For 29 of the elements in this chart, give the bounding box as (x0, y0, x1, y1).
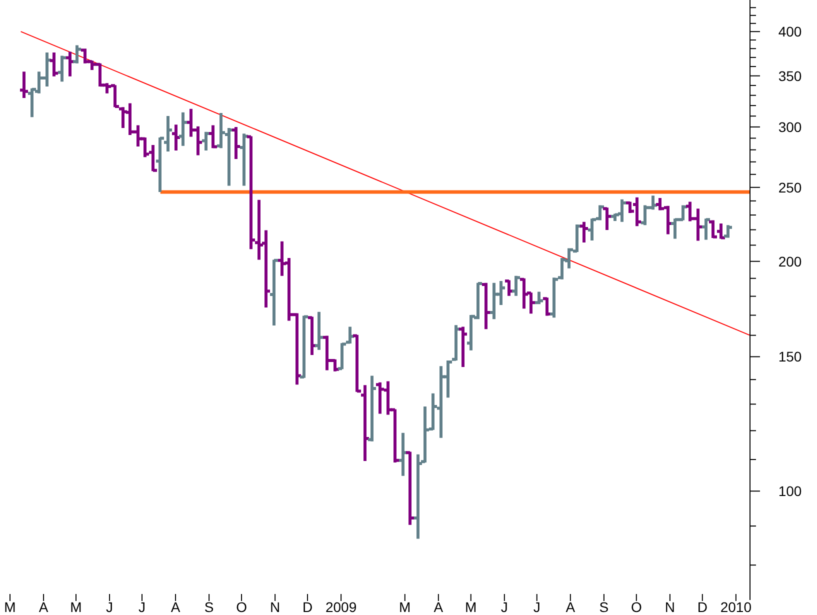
x-tick-label: M (4, 599, 16, 615)
y-tick-label: 150 (778, 348, 802, 365)
x-tick-label: M (465, 599, 477, 615)
y-tick-label: 350 (778, 68, 802, 84)
y-tick-label: 300 (778, 118, 802, 135)
y-tick-label: 400 (778, 24, 802, 40)
x-tick-label: 2009 (325, 599, 357, 615)
x-tick-label: M (399, 599, 411, 615)
x-tick-label: S (204, 599, 214, 615)
x-tick-label: J (500, 599, 508, 615)
x-tick-label: A (38, 599, 49, 615)
x-tick-label: O (630, 599, 642, 615)
x-tick-label: M (70, 599, 82, 615)
x-tick-label: 2010 (720, 599, 752, 615)
x-tick-label: N (270, 599, 280, 615)
x-tick-label: J (138, 599, 146, 615)
y-tick-label: 200 (778, 253, 802, 270)
y-tick-label: 250 (778, 179, 802, 196)
x-tick-label: S (599, 599, 609, 615)
x-tick-label: A (170, 599, 181, 615)
x-tick-label: O (236, 599, 248, 615)
x-tick-label: A (566, 599, 576, 615)
x-tick-label: N (664, 599, 676, 615)
x-tick-label: D (697, 599, 708, 615)
x-tick-label: J (106, 599, 114, 615)
x-tick-label: D (302, 599, 313, 615)
x-tick-label: A (434, 599, 444, 615)
y-tick-label: 100 (778, 483, 802, 500)
x-tick-label: J (533, 599, 540, 615)
